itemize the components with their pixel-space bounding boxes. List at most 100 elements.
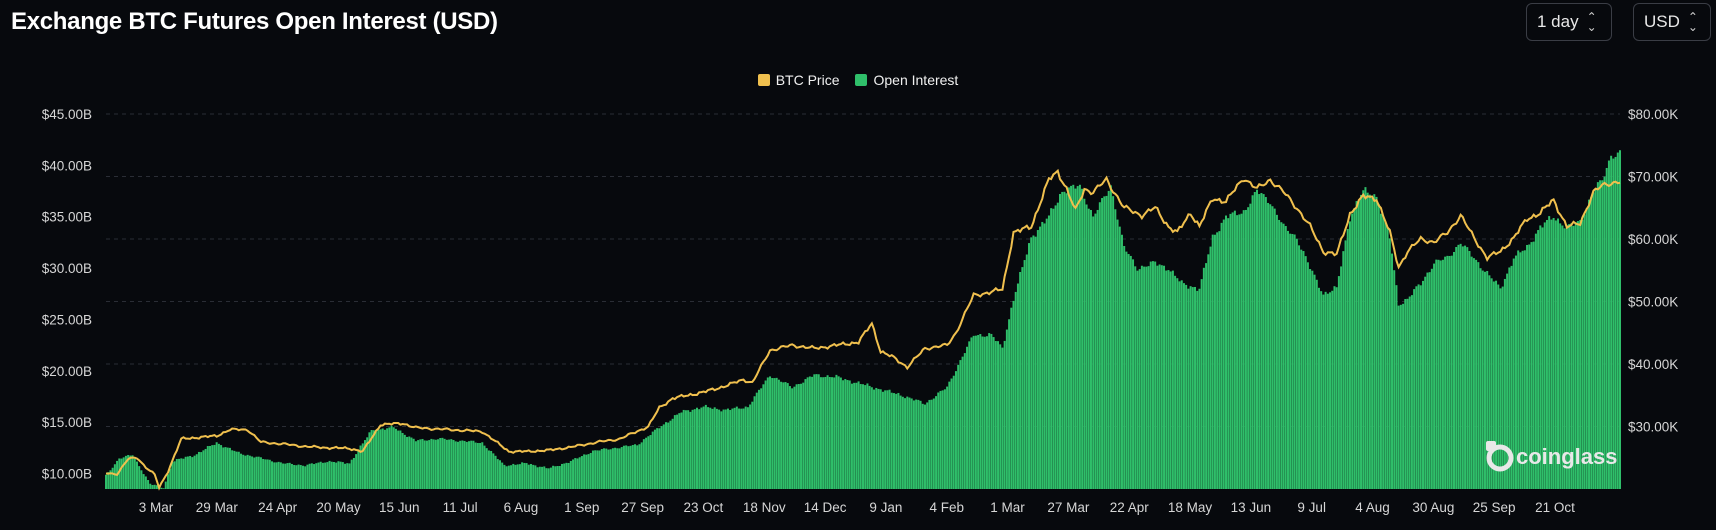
open-interest-bar: [186, 456, 189, 489]
open-interest-bar: [1016, 283, 1019, 489]
btc-price-line: [105, 168, 1621, 491]
open-interest-bar: [567, 462, 570, 489]
open-interest-bar: [1419, 285, 1422, 489]
open-interest-bar: [105, 474, 107, 489]
open-interest-bar: [943, 389, 946, 489]
x-axis-tick-label: 20 May: [316, 500, 361, 515]
open-interest-bar: [797, 384, 800, 489]
open-interest-bar: [1561, 225, 1564, 489]
open-interest-bar: [1415, 286, 1418, 489]
open-interest-bar: [1614, 156, 1617, 489]
open-interest-bar: [1581, 219, 1584, 489]
open-interest-bar: [306, 464, 309, 489]
open-interest-bar: [299, 465, 302, 489]
open-interest-bar: [1298, 245, 1301, 489]
open-interest-bar: [771, 378, 774, 489]
open-interest-bar: [1264, 197, 1267, 489]
legend-item-open-interest[interactable]: Open Interest: [855, 72, 958, 88]
open-interest-bar: [926, 402, 929, 489]
open-interest-bar: [689, 411, 692, 489]
open-interest-bar: [873, 389, 876, 489]
open-interest-bar: [512, 463, 515, 489]
open-interest-bar: [1116, 219, 1119, 489]
open-interest-bar: [895, 393, 898, 489]
open-interest-bar: [1295, 238, 1298, 489]
open-interest-bar: [175, 458, 178, 489]
open-interest-bar: [257, 456, 260, 489]
x-axis-ticks: 3 Mar 29 Mar 24 Apr 20 May 15 Jun 11 Jul 6 Aug…: [139, 500, 1575, 515]
interval-select[interactable]: 1 day ⌃ ⌄: [1526, 3, 1612, 41]
open-interest-bar: [1222, 219, 1225, 490]
open-interest-bar: [118, 458, 121, 489]
open-interest-bar: [702, 406, 705, 489]
left-axis-tick-label: $35.00B: [42, 210, 92, 225]
open-interest-bar: [1107, 190, 1110, 489]
currency-select[interactable]: USD ⌃ ⌄: [1633, 3, 1711, 41]
open-interest-bar: [622, 445, 625, 489]
open-interest-bar: [591, 450, 594, 489]
open-interest-bar: [1572, 225, 1575, 489]
open-interest-bar: [140, 470, 143, 489]
open-interest-bar: [308, 463, 311, 489]
open-interest-bar: [189, 455, 192, 489]
open-interest-bar: [1236, 215, 1239, 489]
open-interest-bar: [1554, 220, 1557, 489]
open-interest-bar: [135, 461, 138, 489]
watermark-text: coinglass: [1516, 444, 1617, 469]
open-interest-bar: [295, 465, 298, 489]
open-interest-bar: [131, 455, 134, 489]
open-interest-bar: [1317, 287, 1320, 489]
open-interest-bar: [1045, 218, 1048, 489]
open-interest-bar: [1335, 287, 1338, 489]
open-interest-bar: [1455, 246, 1458, 489]
open-interest-bar: [1256, 189, 1258, 489]
open-interest-bar: [1395, 285, 1398, 489]
open-interest-bar: [804, 379, 807, 489]
open-interest-bar: [133, 458, 136, 489]
open-interest-bar: [1275, 214, 1278, 490]
open-interest-bar: [231, 450, 234, 489]
open-interest-bar: [766, 377, 769, 489]
open-interest-bar: [1311, 270, 1314, 489]
open-interest-bar: [401, 432, 404, 489]
open-interest-bar: [1559, 223, 1562, 489]
legend-item-btc-price[interactable]: BTC Price: [757, 72, 839, 88]
open-interest-bar: [1140, 265, 1143, 489]
open-interest-bar: [618, 448, 621, 489]
open-interest-bar: [742, 408, 745, 489]
open-interest-bar: [762, 384, 765, 489]
open-interest-bar: [888, 389, 891, 489]
open-interest-bar: [1056, 202, 1059, 489]
open-interest-bar: [1433, 263, 1436, 489]
open-interest-bar: [808, 376, 811, 489]
open-interest-bar: [532, 464, 535, 489]
open-interest-bar: [1574, 222, 1577, 489]
open-interest-bar: [1030, 237, 1033, 489]
open-interest-bar: [1240, 213, 1243, 489]
open-interest-bar: [970, 337, 973, 489]
open-interest-bar: [1185, 284, 1188, 489]
open-interest-bar: [999, 344, 1002, 489]
open-interest-bar: [724, 409, 727, 489]
open-interest-bar: [1074, 188, 1077, 489]
open-interest-bar: [430, 438, 433, 489]
open-interest-bar: [952, 375, 955, 489]
open-interest-bar: [1101, 198, 1104, 489]
open-interest-bar: [569, 460, 572, 489]
open-interest-bar: [1468, 250, 1471, 489]
open-interest-bar: [1293, 234, 1296, 489]
open-interest-bar: [1541, 227, 1544, 489]
open-interest-bar: [127, 454, 130, 489]
open-interest-bar: [1251, 195, 1254, 489]
open-interest-bar: [1012, 300, 1015, 489]
x-axis-tick-label: 1 Sep: [564, 500, 599, 515]
open-interest-bar: [122, 457, 125, 489]
open-interest-bar: [1103, 196, 1106, 489]
open-interest-bar: [485, 448, 488, 489]
open-interest-bar: [1147, 266, 1150, 489]
open-interest-bar: [501, 462, 504, 489]
open-interest-bar: [1324, 291, 1327, 489]
watermark: coinglass: [1486, 441, 1617, 472]
open-interest-bar: [1050, 208, 1053, 489]
open-interest-bar: [1441, 259, 1444, 489]
